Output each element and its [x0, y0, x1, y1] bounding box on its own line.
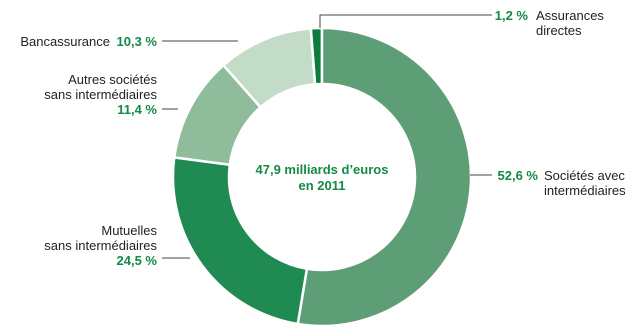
leader-lines: [162, 14, 492, 259]
slice-label-societes-avec-2: intermédiaires: [544, 183, 626, 198]
slice-label-mutuelles-2: sans intermédiaires: [44, 238, 157, 253]
slice-societes-avec: [296, 26, 473, 325]
slice-label-societes-avec-1: Sociétés avec: [544, 168, 625, 183]
center-text-line-1: 47,9 milliards d’euros: [256, 162, 389, 177]
slice-label-assurances-directes-1: Assurances: [536, 8, 604, 23]
slice-pct-autres: 11,4 %: [117, 102, 157, 117]
slice-pct-assurances-directes: 1,2 %: [495, 8, 529, 23]
slice-label-mutuelles-1: Mutuelles: [101, 223, 157, 238]
slice-label-bancassurance: Bancassurance: [20, 34, 110, 49]
slice-pct-bancassurance: 10,3 %: [117, 34, 158, 49]
center-text-line-2: en 2011: [299, 178, 346, 193]
leader-line-assurances-directes: [319, 14, 492, 28]
slice-label-assurances-directes-2: directes: [536, 23, 582, 38]
slice-mutuelles: [171, 155, 309, 325]
slice-pct-mutuelles: 24,5 %: [117, 253, 158, 268]
slice-label-autres-1: Autres sociétés: [68, 72, 157, 87]
donut-slices: [171, 26, 473, 325]
slice-bancassurance: [221, 27, 317, 110]
slice-pct-societes-avec: 52,6 %: [498, 168, 539, 183]
slice-label-autres-2: sans intermédiaires: [44, 87, 157, 102]
